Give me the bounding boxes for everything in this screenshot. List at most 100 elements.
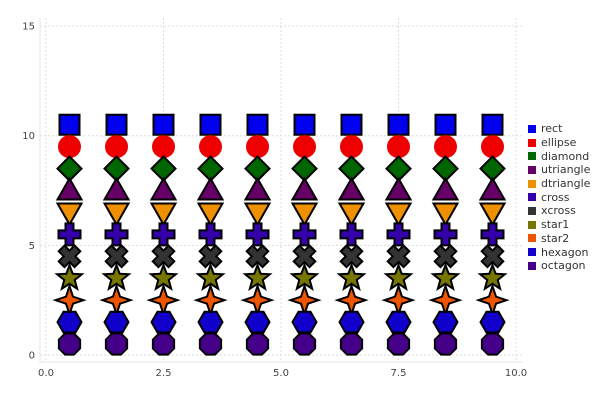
ellipse-marker: [387, 135, 410, 159]
cross-marker: [104, 222, 129, 247]
series-star2: [52, 283, 510, 318]
cross-marker: [198, 222, 223, 247]
legend-item-xcross[interactable]: xcross: [528, 204, 590, 218]
xcross-marker: [433, 244, 458, 269]
ellipse-marker: [152, 135, 175, 159]
y-tick-label: 0: [29, 351, 35, 362]
legend-item-rect[interactable]: rect: [528, 122, 590, 136]
legend-swatch: [528, 179, 536, 188]
utriangle-marker: [243, 176, 272, 201]
ellipse-marker: [246, 135, 269, 159]
series-octagon: [57, 332, 505, 356]
series-cross: [57, 222, 505, 247]
star2-marker: [475, 283, 510, 318]
utriangle-marker: [196, 176, 225, 201]
x-tick-label: 0.0: [38, 368, 54, 379]
legend-label: diamond: [541, 149, 590, 163]
cross-marker: [480, 222, 505, 247]
dtriangle-marker: [149, 202, 178, 227]
legend-label: star1: [541, 218, 570, 232]
series-diamond: [56, 155, 506, 183]
legend-item-dtriangle[interactable]: dtriangle: [528, 177, 590, 191]
legend-item-octagon[interactable]: octagon: [528, 259, 590, 273]
utriangle-marker: [55, 176, 84, 201]
xcross-marker: [57, 244, 82, 269]
legend-label: utriangle: [541, 163, 591, 177]
legend-label: rect: [541, 122, 563, 136]
utriangle-marker: [102, 176, 131, 201]
rect-marker: [434, 113, 457, 136]
hexagon-marker: [244, 310, 271, 334]
dtriangle-marker: [55, 202, 84, 227]
octagon-marker: [292, 332, 317, 356]
hexagon-marker: [56, 310, 83, 334]
rect-marker: [105, 113, 128, 136]
star2-marker: [146, 283, 181, 318]
utriangle-marker: [290, 176, 319, 201]
ellipse-marker: [199, 135, 222, 159]
series-hexagon: [56, 310, 506, 334]
utriangle-marker: [478, 176, 507, 201]
legend-item-utriangle[interactable]: utriangle: [528, 163, 590, 177]
hexagon-marker: [385, 310, 412, 334]
octagon-marker: [480, 332, 505, 356]
legend-item-star1[interactable]: star1: [528, 218, 590, 232]
legend: rect ellipse diamond utriangle dtriangle cros…: [528, 122, 590, 273]
hexagon-marker: [432, 310, 459, 334]
rect-marker: [387, 113, 410, 136]
hexagon-marker: [150, 310, 177, 334]
dtriangle-marker: [384, 202, 413, 227]
cross-marker: [386, 222, 411, 247]
utriangle-marker: [149, 176, 178, 201]
star2-marker: [193, 283, 228, 318]
star2-marker: [99, 283, 134, 318]
xcross-marker: [386, 244, 411, 269]
rect-marker: [152, 113, 175, 136]
legend-item-cross[interactable]: cross: [528, 190, 590, 204]
rect-marker: [293, 113, 316, 136]
xcross-marker: [198, 244, 223, 269]
x-tick-label: 5.0: [273, 368, 289, 379]
star2-marker: [334, 283, 369, 318]
legend-label: star2: [541, 231, 570, 245]
ellipse-marker: [481, 135, 504, 159]
rect-marker: [199, 113, 222, 136]
series-utriangle: [55, 176, 507, 201]
octagon-marker: [57, 332, 82, 356]
rect-marker: [340, 113, 363, 136]
legend-item-diamond[interactable]: diamond: [528, 149, 590, 163]
xcross-marker: [292, 244, 317, 269]
legend-swatch: [528, 248, 536, 257]
series-xcross: [57, 244, 505, 269]
legend-item-ellipse[interactable]: ellipse: [528, 136, 590, 150]
hexagon-marker: [103, 310, 130, 334]
legend-label: hexagon: [541, 245, 589, 259]
dtriangle-marker: [196, 202, 225, 227]
xcross-marker: [245, 244, 270, 269]
star2-marker: [428, 283, 463, 318]
legend-item-star2[interactable]: star2: [528, 232, 590, 246]
legend-swatch: [528, 124, 536, 133]
rect-marker: [246, 113, 269, 136]
y-tick-label: 15: [22, 22, 35, 33]
ellipse-marker: [58, 135, 81, 159]
cross-marker: [292, 222, 317, 247]
octagon-marker: [245, 332, 270, 356]
octagon-marker: [104, 332, 129, 356]
star2-marker: [287, 283, 322, 318]
dtriangle-marker: [478, 202, 507, 227]
dtriangle-marker: [243, 202, 272, 227]
xcross-marker: [480, 244, 505, 269]
xcross-marker: [339, 244, 364, 269]
legend-swatch: [528, 165, 536, 174]
ellipse-marker: [293, 135, 316, 159]
cross-marker: [339, 222, 364, 247]
ellipse-marker: [434, 135, 457, 159]
xcross-marker: [151, 244, 176, 269]
series-star1: [54, 262, 508, 292]
legend-swatch: [528, 220, 536, 229]
legend-item-hexagon[interactable]: hexagon: [528, 245, 590, 259]
legend-swatch: [528, 234, 536, 243]
y-tick-label: 10: [22, 131, 35, 142]
